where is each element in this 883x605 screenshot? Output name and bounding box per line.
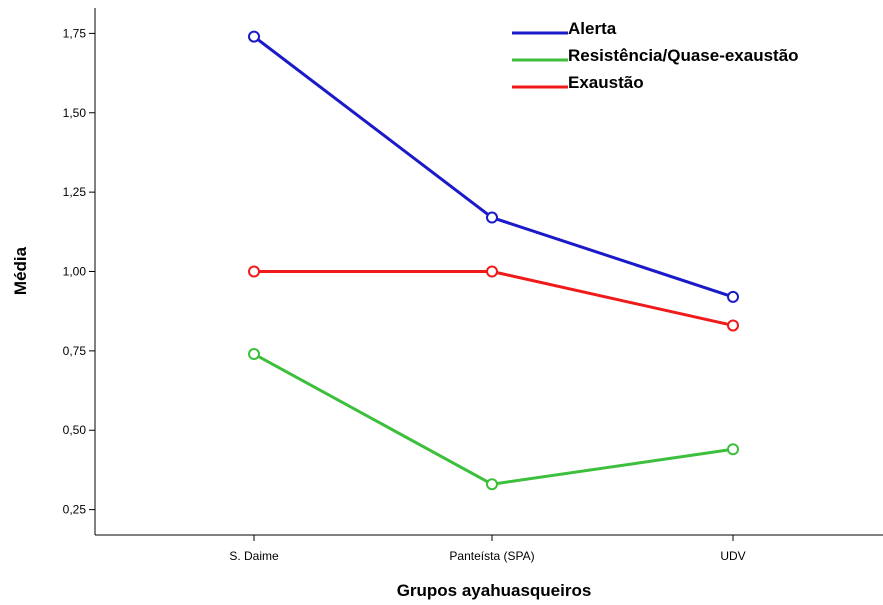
y-axis-ticks: 1,75 1,50 1,25 1,00 0,75 0,50 0,25 xyxy=(63,26,95,517)
x-tick-label: UDV xyxy=(720,549,745,563)
y-tick-label: 0,50 xyxy=(63,423,87,437)
series-line xyxy=(253,35,734,299)
y-tick-label: 0,25 xyxy=(63,503,87,517)
x-axis-ticks: S. Daime Panteísta (SPA) UDV xyxy=(229,535,746,563)
data-point xyxy=(248,30,260,43)
series-line xyxy=(253,352,734,486)
series-line xyxy=(254,270,734,327)
y-tick-label: 1,75 xyxy=(63,26,87,40)
series-3 xyxy=(248,265,739,332)
data-point xyxy=(727,290,739,303)
legend-label: Alerta xyxy=(568,19,617,38)
x-tick-label: Panteísta (SPA) xyxy=(449,549,534,563)
series-2 xyxy=(248,348,739,491)
series-group xyxy=(248,30,739,491)
y-tick-label: 1,50 xyxy=(63,106,87,120)
y-tick-label: 1,25 xyxy=(63,185,87,199)
data-point xyxy=(486,211,498,224)
data-point xyxy=(486,265,498,278)
y-axis-label: Média xyxy=(11,246,30,295)
data-point xyxy=(248,265,260,278)
legend-label: Resistência/Quase-exaustão xyxy=(568,46,799,65)
y-tick-label: 0,75 xyxy=(63,344,87,358)
series-1 xyxy=(248,30,739,303)
data-point xyxy=(727,443,739,456)
y-tick-label: 1,00 xyxy=(63,265,87,279)
x-axis-label: Grupos ayahuasqueiros xyxy=(397,581,592,600)
x-tick-label: S. Daime xyxy=(229,549,279,563)
legend: Alerta Resistência/Quase-exaustão Exaustão xyxy=(512,19,799,92)
legend-label: Exaustão xyxy=(568,73,644,92)
data-point xyxy=(727,319,739,332)
data-point xyxy=(248,348,260,361)
data-point xyxy=(486,478,498,491)
